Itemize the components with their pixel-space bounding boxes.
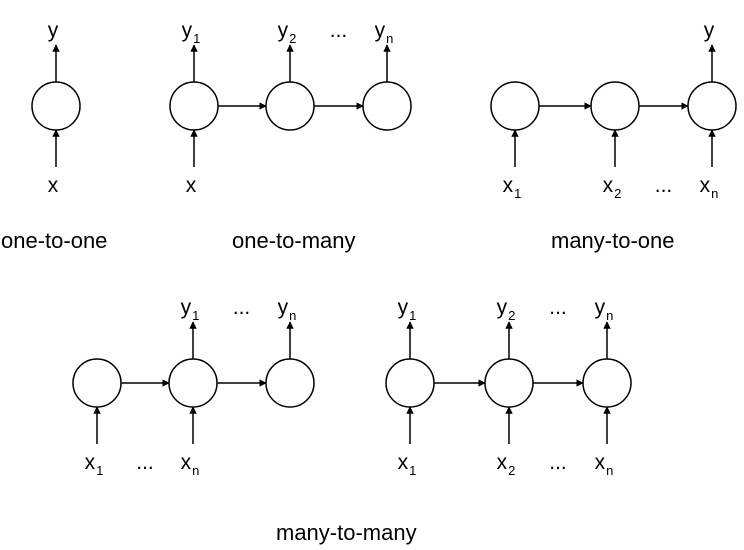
rnn-cell-node bbox=[687, 81, 737, 131]
rnn-cell-node bbox=[362, 81, 412, 131]
input-label: x2 bbox=[603, 174, 622, 201]
input-label: x bbox=[186, 174, 197, 197]
panel-many-to-one: x1 x2 xn y... bbox=[490, 19, 737, 201]
input-ellipsis: ... bbox=[549, 451, 567, 474]
input-label-subscript: 1 bbox=[514, 186, 521, 201]
caption-one-to-many: one-to-many bbox=[232, 228, 356, 253]
rnn-cell-node bbox=[490, 81, 540, 131]
input-label: x2 bbox=[497, 451, 516, 478]
output-label-subscript: n bbox=[606, 308, 613, 323]
output-label: yn bbox=[278, 296, 297, 323]
rnn-cell-node bbox=[169, 81, 219, 131]
panel-one-to-one: xy bbox=[31, 19, 81, 197]
output-label: y bbox=[48, 19, 59, 42]
rnn-cell-node bbox=[168, 358, 218, 408]
input-label: x bbox=[48, 174, 59, 197]
output-label: yn bbox=[375, 19, 394, 46]
input-label: x1 bbox=[398, 451, 417, 478]
input-label: x1 bbox=[85, 451, 104, 478]
output-label: y2 bbox=[497, 296, 516, 323]
panel-many-to-many-synced: x1 y1 x2 y2 xn yn...... bbox=[385, 296, 632, 478]
output-label-subscript: n bbox=[386, 31, 393, 46]
output-label: y1 bbox=[182, 19, 201, 46]
output-label-subscript: 2 bbox=[508, 308, 515, 323]
output-label: yn bbox=[595, 296, 614, 323]
rnn-cell-node bbox=[590, 81, 640, 131]
output-label-subscript: 1 bbox=[193, 31, 200, 46]
output-label: y2 bbox=[278, 19, 297, 46]
output-label-subscript: 1 bbox=[192, 308, 199, 323]
output-label-subscript: 1 bbox=[409, 308, 416, 323]
panel-many-to-many-delayed: x1 xn y1 yn...... bbox=[72, 296, 315, 478]
input-label-subscript: n bbox=[192, 463, 199, 478]
rnn-cell-node bbox=[582, 358, 632, 408]
input-label-subscript: n bbox=[606, 463, 613, 478]
input-label-subscript: 1 bbox=[96, 463, 103, 478]
rnn-cell-node bbox=[484, 358, 534, 408]
output-ellipsis: ... bbox=[549, 296, 567, 319]
caption-many-to-many: many-to-many bbox=[276, 520, 417, 545]
input-ellipsis: ... bbox=[655, 174, 673, 197]
input-label-subscript: 1 bbox=[409, 463, 416, 478]
output-ellipsis: ... bbox=[330, 19, 348, 42]
rnn-cell-node bbox=[265, 81, 315, 131]
output-label: y1 bbox=[181, 296, 200, 323]
input-label-subscript: n bbox=[711, 186, 718, 201]
rnn-cell-node bbox=[385, 358, 435, 408]
input-label-subscript: 2 bbox=[614, 186, 621, 201]
output-label-subscript: 2 bbox=[289, 31, 296, 46]
rnn-cell-node bbox=[72, 358, 122, 408]
caption-many-to-one: many-to-one bbox=[551, 228, 675, 253]
input-label: xn bbox=[700, 174, 719, 201]
output-label: y1 bbox=[398, 296, 417, 323]
input-label-subscript: 2 bbox=[508, 463, 515, 478]
output-ellipsis: ... bbox=[233, 296, 251, 319]
input-label: xn bbox=[595, 451, 614, 478]
output-label-subscript: n bbox=[289, 308, 296, 323]
input-label: xn bbox=[181, 451, 200, 478]
output-label: y bbox=[704, 19, 715, 42]
panel-one-to-many: x y1 y2 yn... bbox=[169, 19, 412, 197]
caption-one-to-one: one-to-one bbox=[1, 228, 107, 253]
rnn-cell-node bbox=[31, 81, 81, 131]
rnn-cell-node bbox=[265, 358, 315, 408]
input-ellipsis: ... bbox=[136, 451, 154, 474]
input-label: x1 bbox=[503, 174, 522, 201]
